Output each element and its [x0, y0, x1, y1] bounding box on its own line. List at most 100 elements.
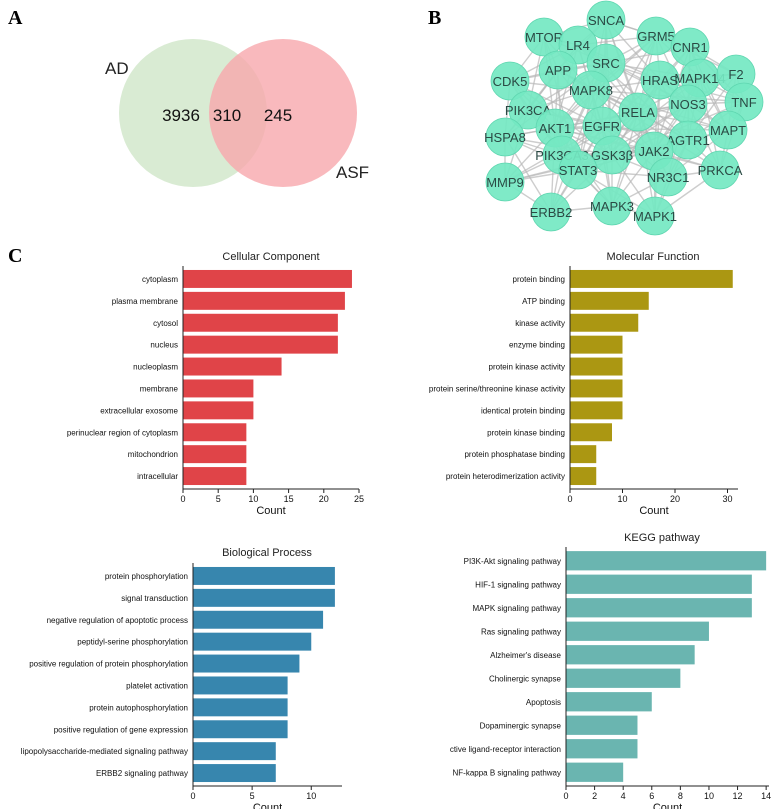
network-node-label: SRC [592, 56, 619, 71]
network-node-grm5: GRM5 [636, 16, 676, 56]
bar-membrane [183, 379, 254, 398]
network-node-circle [571, 70, 611, 110]
category-label: Dopaminergic synapse [480, 721, 562, 730]
bar-protein-kinase-binding [570, 423, 612, 442]
network-node-pik3ca: PIK3CA [505, 90, 551, 130]
category-label: extracellular exosome [100, 406, 178, 415]
category-label: mitochondrion [128, 450, 178, 459]
category-label: lipopolysaccharide-mediated signaling pa… [21, 747, 188, 756]
network-node-label: CNR1 [672, 40, 707, 55]
network-node-circle [592, 135, 632, 175]
x-tick-label: 30 [722, 494, 732, 504]
venn-circle-asf [209, 39, 357, 187]
network-node-mapk3: MAPK3 [590, 186, 634, 226]
network-node-label: HRAS [642, 73, 678, 88]
network-node-stat3: STAT3 [558, 150, 598, 190]
x-tick-label: 5 [216, 494, 221, 504]
category-label: ERBB2 signaling pathway [96, 769, 188, 778]
network-node-label: LR4 [566, 38, 590, 53]
network-node-label: GRM5 [637, 29, 675, 44]
category-label: positive regulation of protein phosphory… [29, 660, 188, 669]
network-node-circle [490, 61, 530, 101]
cellular-component-chart: Cellular Component cytoplasm plasma membra… [67, 251, 364, 517]
bar-atp-binding [570, 291, 649, 310]
network-node-nr3c1: NR3C1 [647, 157, 690, 197]
bar-ctive-ligand-receptor-interaction [566, 739, 638, 759]
network-node-label: MAPK3 [590, 199, 634, 214]
network-node-circle [586, 0, 626, 40]
network-node-label: MAPT [710, 123, 746, 138]
bar-apoptosis [566, 692, 652, 712]
category-label: peptidyl-serine phosphorylation [77, 638, 188, 647]
category-label: signal transduction [121, 594, 188, 603]
network-node-hras: HRAS [640, 60, 680, 100]
x-axis-title: Count [653, 802, 682, 809]
bar-peptidyl-serine-phosphorylation [193, 632, 312, 651]
category-label: cytoplasm [142, 275, 178, 284]
category-label: Cholinergic synapse [489, 674, 562, 683]
x-tick-label: 4 [621, 791, 626, 801]
x-tick-label: 0 [180, 494, 185, 504]
network-node-circle [558, 150, 598, 190]
network-node-label: HSPA8 [484, 130, 526, 145]
network-node-circle [531, 192, 571, 232]
x-axis-title: Count [639, 505, 668, 517]
category-label: nucleoplasm [133, 363, 178, 372]
bar-plasma-membrane [183, 291, 345, 310]
network-node-circle [640, 60, 680, 100]
network-node-label: RELA [621, 105, 655, 120]
x-tick-label: 10 [617, 494, 627, 504]
x-tick-label: 0 [190, 791, 195, 801]
network-node-label: JAK2 [638, 144, 669, 159]
network-node-rela: RELA [618, 92, 658, 132]
network-node-label: NR3C1 [647, 170, 690, 185]
bar-lipopolysaccharide-mediated-signaling-pathway [193, 742, 276, 761]
venn-diagram: AD ASF 3936 310 245 [105, 39, 369, 187]
category-label: HIF-1 signaling pathway [475, 580, 561, 589]
network-node-circle [618, 92, 658, 132]
network-node-label: MAPK1 [633, 209, 677, 224]
category-label: enzyme binding [509, 341, 565, 350]
x-tick-label: 20 [319, 494, 329, 504]
bar-cholinergic-synapse [566, 668, 681, 688]
bar-nucleus [183, 335, 338, 354]
network-node-cnr1: CNR1 [670, 27, 710, 67]
bar-hif-1-signaling-pathway [566, 574, 752, 594]
bar-dopaminergic-synapse [566, 715, 638, 735]
network-node-snca: SNCA [586, 0, 626, 40]
network-node-circle [485, 117, 525, 157]
bar-negative-regulation-of-apoptotic-process [193, 610, 324, 629]
category-label: Apoptosis [526, 698, 561, 707]
category-label: platelet activation [126, 681, 188, 690]
network-node-agtr1: AGTR1 [666, 120, 710, 160]
panel-label-b: B [428, 7, 441, 29]
bar-protein-binding [570, 269, 733, 288]
network-node-erbb2: ERBB2 [530, 192, 572, 232]
x-tick-label: 8 [678, 791, 683, 801]
panel-label-a: A [8, 7, 23, 29]
network-node-gsk3: GSK3β [591, 135, 633, 175]
network-node-cdk5: CDK5 [490, 61, 530, 101]
category-label: MAPK signaling pathway [473, 604, 562, 613]
bar-cytosol [183, 313, 338, 332]
x-tick-label: 14 [761, 791, 771, 801]
category-label: positive regulation of gene expression [54, 725, 188, 734]
x-tick-label: 15 [284, 494, 294, 504]
bar-erbb2-signaling-pathway [193, 764, 276, 783]
network-edge [590, 89, 721, 171]
x-tick-label: 0 [567, 494, 572, 504]
category-label: intracellular [137, 472, 178, 481]
network-node-label: CDK5 [493, 74, 528, 89]
bar-signal-transduction [193, 588, 335, 607]
category-label: NF-kappa B signaling pathway [452, 768, 561, 777]
category-label: protein kinase activity [489, 363, 565, 372]
kegg-pathway-chart: KEGG pathway PI3K-Akt signaling pathway HI… [450, 532, 771, 809]
x-tick-label: 12 [733, 791, 743, 801]
x-tick-label: 2 [592, 791, 597, 801]
bar-platelet-activation [193, 676, 288, 695]
bar-mapk-signaling-pathway [566, 598, 752, 618]
network-node-label: GSK3β [591, 148, 633, 163]
category-label: protein heterodimerization activity [446, 472, 565, 481]
